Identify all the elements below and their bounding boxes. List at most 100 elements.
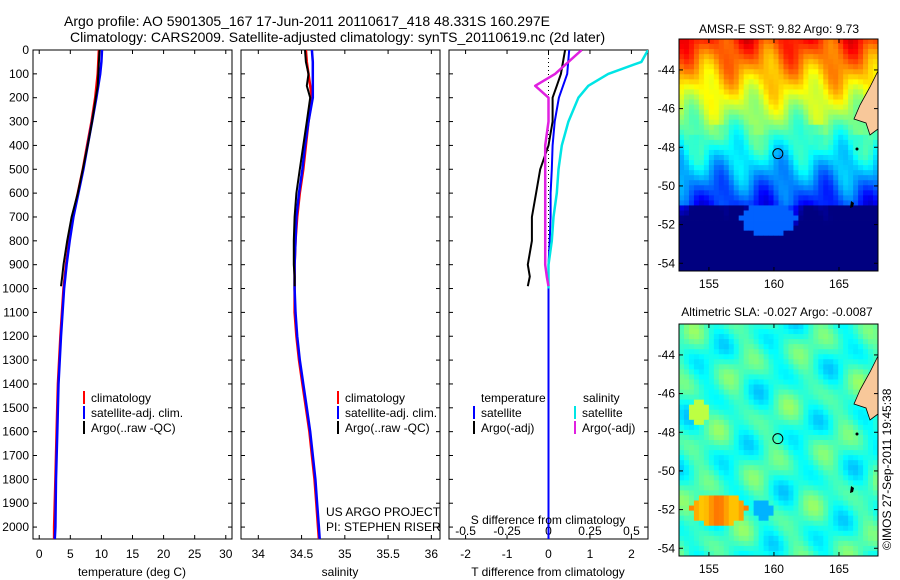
map-cell <box>768 510 774 517</box>
map-cell <box>793 44 799 50</box>
map-cell <box>873 250 878 257</box>
map-cell <box>803 185 809 191</box>
map-cell <box>683 89 690 95</box>
map-cell <box>793 429 799 436</box>
map-cell <box>798 404 804 411</box>
map-cell <box>703 64 710 70</box>
map-cell <box>723 245 730 252</box>
map-cell <box>738 419 745 426</box>
map-cell <box>703 230 710 237</box>
map-cell <box>718 424 725 431</box>
map-cell <box>808 434 814 441</box>
map-cell <box>728 349 735 355</box>
map-cell <box>723 455 730 461</box>
map-cell <box>803 94 809 100</box>
map-cell <box>808 114 814 121</box>
map-cell <box>698 69 705 75</box>
map-cell <box>868 250 874 257</box>
map-cell <box>723 369 730 375</box>
map-cell <box>768 424 774 431</box>
map-cell <box>748 515 755 522</box>
map-cell <box>843 535 849 542</box>
map-cell <box>708 510 715 517</box>
map-cell <box>713 220 720 227</box>
map-cell <box>848 240 854 247</box>
map-cell <box>723 535 730 542</box>
map-cell <box>728 475 735 481</box>
map-cell <box>688 250 695 257</box>
map-cell <box>793 175 799 181</box>
map-cell <box>738 384 745 390</box>
map-cell <box>743 175 750 181</box>
map-cell <box>863 440 869 446</box>
map-cell <box>768 334 774 340</box>
map-cell <box>853 64 859 70</box>
map-cell <box>858 180 864 186</box>
map-cell <box>818 255 824 262</box>
map-cell <box>713 374 720 380</box>
map-cell <box>793 399 799 406</box>
map-cell <box>758 84 764 90</box>
map-cell <box>743 79 750 85</box>
map-cell <box>738 89 745 95</box>
map-cell <box>718 79 725 85</box>
map-cell <box>873 500 878 506</box>
map-cell <box>808 230 814 237</box>
map-cell <box>783 124 789 131</box>
map-cell <box>808 525 814 532</box>
map-cell <box>768 119 774 126</box>
map-cell <box>693 44 700 50</box>
map-cell <box>793 190 799 196</box>
map-cell <box>763 470 769 476</box>
map-cell <box>718 359 725 365</box>
map-cell <box>723 220 730 227</box>
map-cell <box>679 165 685 171</box>
map-cell <box>848 525 854 532</box>
map-cell <box>858 424 864 431</box>
map-cell <box>863 329 869 335</box>
map-cell <box>818 414 824 421</box>
map-cell <box>768 515 774 522</box>
map-cell <box>708 210 715 216</box>
map-cell <box>753 79 760 85</box>
map-cell <box>718 225 725 232</box>
map-cell <box>858 155 864 161</box>
map-cell <box>698 515 705 522</box>
map-cell <box>843 465 849 471</box>
map-cell <box>873 485 878 491</box>
map-cell <box>688 465 695 471</box>
map-cell <box>863 129 869 136</box>
map-cell <box>853 354 859 360</box>
map-cell <box>679 104 685 111</box>
map-cell <box>708 485 715 491</box>
map-cell <box>723 480 730 486</box>
map-cell <box>708 490 715 496</box>
map-cell <box>853 445 859 451</box>
map-cell <box>718 200 725 206</box>
map-cell <box>763 89 769 95</box>
map-cell <box>703 369 710 375</box>
map-cell <box>753 64 760 70</box>
map-cell <box>853 124 859 131</box>
map-cell <box>713 535 720 542</box>
map-cell <box>833 129 839 136</box>
map-cell <box>713 500 720 506</box>
map-cell <box>753 510 760 517</box>
map-cell <box>818 245 824 252</box>
map-cell <box>808 185 814 191</box>
map-cell <box>828 225 834 232</box>
map-cell <box>758 114 764 121</box>
map-cell <box>853 129 859 136</box>
map-cell <box>828 354 834 360</box>
map-cell <box>698 505 705 512</box>
map-cell <box>848 265 854 271</box>
map-cell <box>718 404 725 411</box>
map-cell <box>733 424 740 431</box>
map-cell <box>778 210 784 216</box>
map-cell <box>748 54 755 60</box>
map-cell <box>683 149 690 156</box>
map-cell <box>713 165 720 171</box>
map-cell <box>713 185 720 191</box>
map-cell <box>858 89 864 95</box>
map-cell <box>823 119 829 126</box>
